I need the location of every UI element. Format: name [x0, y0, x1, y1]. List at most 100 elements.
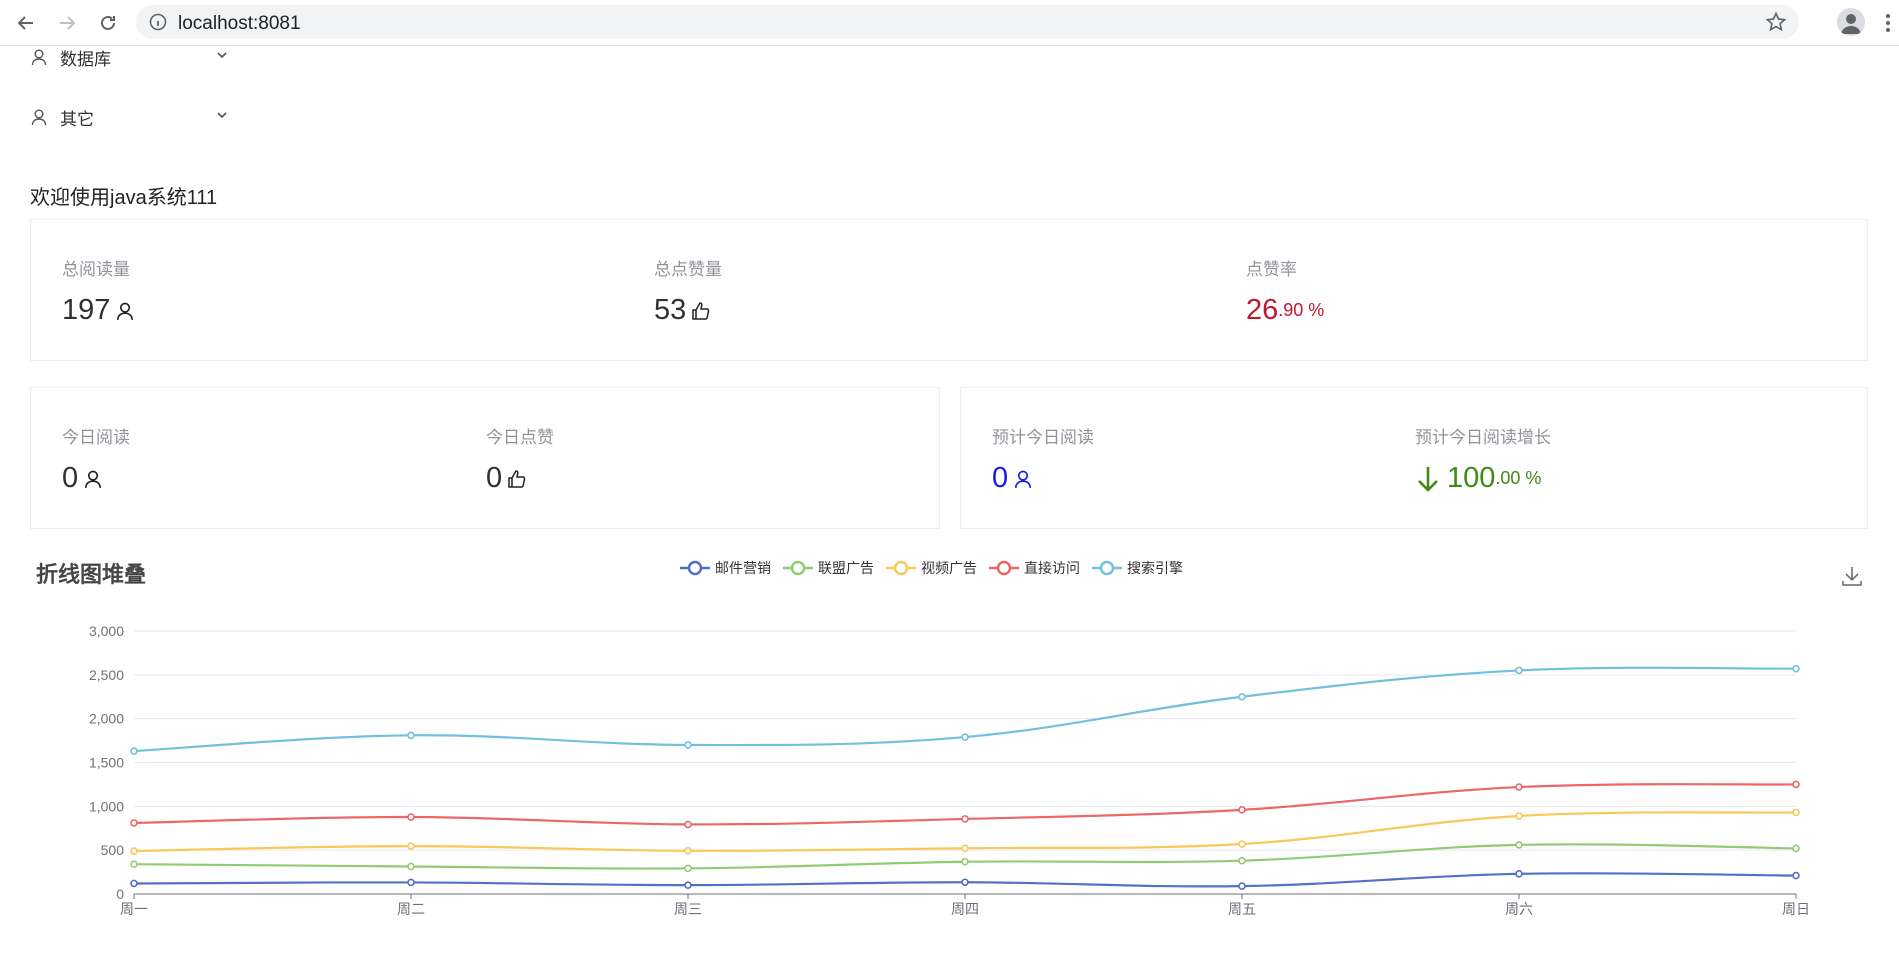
- stat-total-reads: 总阅读量 197: [62, 255, 135, 327]
- stat-label: 今日阅读: [62, 428, 130, 447]
- info-icon: [149, 13, 167, 31]
- data-point: [684, 881, 692, 889]
- stat-today-reads: 今日阅读 0: [62, 423, 130, 495]
- chevron-down-icon: [217, 52, 227, 59]
- data-point: [684, 820, 692, 829]
- data-point: [1792, 780, 1800, 789]
- x-tick-label: 周五: [1228, 901, 1256, 917]
- user-icon: [117, 302, 134, 320]
- more-vert-icon[interactable]: [1885, 12, 1891, 34]
- reload-icon: [101, 15, 115, 30]
- menu-item-other[interactable]: 其它: [30, 102, 230, 132]
- user-icon: [31, 109, 47, 126]
- data-point: [407, 862, 415, 871]
- stat-label: 点赞率: [1246, 260, 1297, 279]
- data-point: [407, 731, 415, 740]
- legend-label: 直接访问: [1024, 560, 1080, 576]
- legend-marker-icon: [680, 560, 710, 576]
- data-point: [961, 844, 969, 853]
- address-bar[interactable]: localhost:8081: [136, 5, 1799, 39]
- data-point: [1515, 870, 1523, 878]
- x-tick-label: 周一: [120, 901, 148, 917]
- data-point: [130, 747, 138, 755]
- chevron-down-icon: [217, 112, 227, 119]
- legend-label: 联盟广告: [818, 560, 874, 576]
- back-button[interactable]: [14, 11, 38, 35]
- welcome-text: 欢迎使用java系统111: [30, 187, 218, 209]
- y-tick-label: 2,000: [89, 711, 124, 727]
- data-point: [1238, 692, 1246, 701]
- data-point: [1515, 812, 1523, 820]
- data-point: [1792, 844, 1800, 853]
- stat-label: 预计今日阅读: [992, 428, 1094, 447]
- y-tick-label: 2,500: [89, 667, 124, 683]
- forward-button[interactable]: [55, 11, 79, 35]
- bookmark-star-icon[interactable]: [1765, 11, 1787, 33]
- data-point: [1792, 808, 1800, 817]
- y-tick-label: 0: [116, 886, 124, 902]
- forecast-card: 预计今日阅读 0 预计今日阅读增长 100.00 %: [960, 387, 1868, 529]
- user-icon: [1015, 470, 1032, 488]
- legend-marker-icon: [989, 560, 1019, 576]
- stat-value-integer: 26: [1246, 294, 1279, 326]
- stat-forecast-growth: 预计今日阅读增长 100.00 %: [1415, 423, 1551, 495]
- data-point: [1515, 841, 1523, 849]
- stat-total-likes: 总点赞量 53: [654, 255, 722, 327]
- x-tick-label: 周六: [1505, 901, 1533, 917]
- legend-label: 搜索引擎: [1127, 560, 1183, 576]
- legend-marker-icon: [783, 560, 813, 576]
- data-point: [1238, 882, 1246, 890]
- data-point: [961, 815, 969, 823]
- legend-item[interactable]: 邮件营销: [680, 558, 771, 578]
- download-icon[interactable]: [1840, 564, 1864, 588]
- thumbs-up-icon: [692, 301, 710, 320]
- data-point: [961, 857, 969, 866]
- x-tick-label: 周二: [397, 901, 425, 917]
- x-tick-label: 周三: [674, 901, 702, 917]
- data-point: [1238, 856, 1246, 865]
- legend-marker-icon: [886, 560, 916, 576]
- stat-forecast-reads: 预计今日阅读 0: [992, 423, 1094, 495]
- x-tick-label: 周日: [1782, 901, 1810, 917]
- stat-label: 总点赞量: [654, 260, 722, 279]
- url-text[interactable]: localhost:8081: [178, 13, 301, 34]
- data-point: [1238, 806, 1246, 814]
- thumbs-up-icon: [508, 469, 526, 488]
- data-point: [1515, 666, 1523, 675]
- y-tick-label: 500: [101, 842, 125, 858]
- stat-today-likes: 今日点赞 0: [486, 423, 554, 495]
- legend-item[interactable]: 直接访问: [989, 558, 1080, 578]
- stat-label: 今日点赞: [486, 428, 554, 447]
- stat-like-rate: 点赞率 26.90 %: [1246, 255, 1324, 327]
- data-point: [684, 846, 692, 855]
- chart-legend: 邮件营销 联盟广告 视频广告 直接访问 搜索引擎: [680, 558, 1195, 578]
- stat-value: 53: [654, 294, 687, 326]
- summary-card: 总阅读量 197 总点赞量 53 点赞率 26.90 %: [30, 219, 1868, 361]
- stat-value-decimal: .90 %: [1278, 300, 1325, 320]
- y-tick-label: 3,000: [89, 623, 124, 639]
- legend-marker-icon: [1092, 560, 1122, 576]
- stat-value: 197: [62, 294, 111, 326]
- menu-item-database[interactable]: 数据库: [30, 42, 230, 72]
- data-point: [407, 813, 415, 821]
- legend-item[interactable]: 视频广告: [886, 558, 977, 578]
- data-point: [1792, 664, 1800, 673]
- legend-item[interactable]: 搜索引擎: [1092, 558, 1183, 578]
- arrow-left-icon: [17, 16, 33, 30]
- menu-label: 其它: [60, 109, 94, 129]
- stat-value-integer: 100: [1447, 462, 1496, 494]
- stat-value-decimal: .00 %: [1495, 468, 1542, 488]
- stat-label: 预计今日阅读增长: [1415, 428, 1551, 447]
- legend-label: 视频广告: [921, 560, 977, 576]
- data-point: [1238, 840, 1246, 848]
- data-point: [1515, 783, 1523, 791]
- chart-title: 折线图堆叠: [36, 562, 147, 587]
- data-point: [961, 878, 969, 887]
- data-point: [407, 878, 415, 887]
- stat-value: 0: [992, 462, 1009, 494]
- legend-item[interactable]: 联盟广告: [783, 558, 874, 578]
- profile-avatar[interactable]: [1837, 8, 1865, 36]
- reload-button[interactable]: [96, 11, 120, 35]
- stat-value: 0: [62, 462, 79, 494]
- line-chart: 0 500 1,000 1,500 2,000 2,500 3,000 周一 周二 周三 周四 周五 周…: [89, 623, 1810, 917]
